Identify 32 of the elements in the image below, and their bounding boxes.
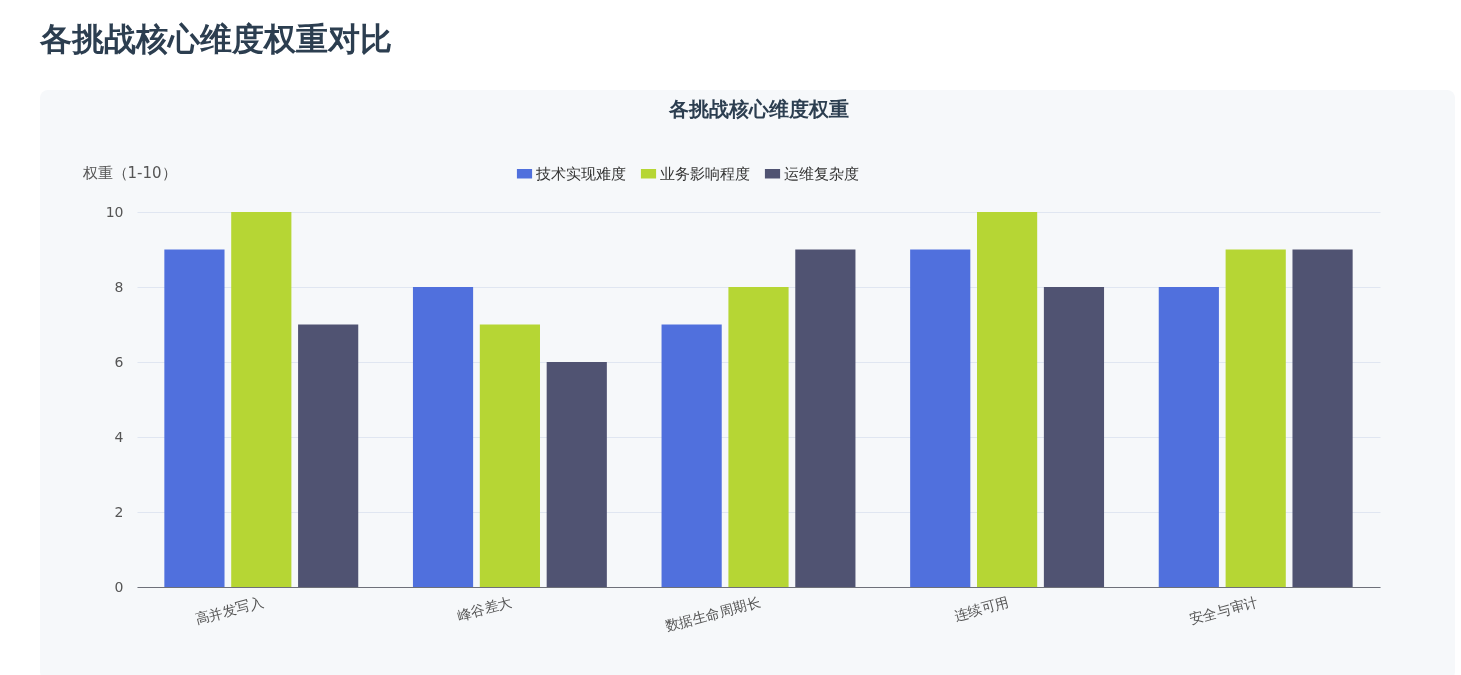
bar xyxy=(977,212,1038,587)
legend-label: 运维复杂度 xyxy=(784,164,859,183)
bar xyxy=(795,249,856,587)
bar xyxy=(1225,249,1286,587)
y-tick-label: 2 xyxy=(114,503,124,520)
x-tick-label: 安全与审计 xyxy=(1187,593,1260,628)
x-tick-label: 高并发写入 xyxy=(193,593,265,628)
bar xyxy=(546,362,607,587)
bar xyxy=(479,324,540,587)
x-tick-label: 连续可用 xyxy=(952,593,1011,624)
y-tick-label: 8 xyxy=(114,278,124,295)
bar xyxy=(164,249,225,587)
y-tick-label: 10 xyxy=(105,203,124,220)
legend-label: 业务影响程度 xyxy=(660,164,750,183)
x-tick-label: 数据生命周期长 xyxy=(663,593,763,635)
chart-title: 各挑战核心维度权重对比 xyxy=(40,19,392,60)
legend-label: 技术实现难度 xyxy=(535,164,626,183)
bar xyxy=(1292,249,1353,587)
x-tick-label: 峰谷差大 xyxy=(455,593,514,624)
y-tick-label: 6 xyxy=(114,353,124,370)
y-axis-title: 权重（1-10） xyxy=(81,163,177,182)
y-tick-label: 4 xyxy=(114,428,124,445)
bar xyxy=(1043,287,1105,587)
bar xyxy=(661,324,722,587)
y-tick-label: 0 xyxy=(114,578,124,595)
bar xyxy=(412,287,474,587)
bar xyxy=(1158,287,1219,587)
bar xyxy=(231,212,292,587)
chart-subtitle: 各挑战核心维度权重 xyxy=(667,97,849,121)
bar xyxy=(298,324,359,587)
bar xyxy=(910,249,971,587)
bar xyxy=(728,287,789,587)
